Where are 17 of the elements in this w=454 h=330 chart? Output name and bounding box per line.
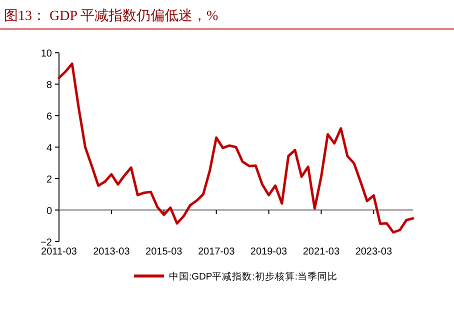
chart-title: 图13： GDP 平减指数仍偏低迷，% — [4, 8, 218, 24]
y-tick-label: −2 — [40, 238, 52, 248]
x-tick-label: 2015-03 — [146, 246, 183, 258]
x-tick-label: 2011-03 — [41, 246, 78, 258]
x-tick-label: 2021-03 — [302, 246, 340, 258]
y-tick-label: 2 — [46, 174, 52, 186]
y-tick-label: 8 — [46, 80, 52, 92]
y-tick-label: 10 — [40, 48, 52, 60]
x-tick-label: 2019-03 — [250, 246, 288, 258]
y-tick-label: 6 — [46, 112, 52, 123]
x-tick-label: 2023-03 — [355, 246, 392, 258]
line-series — [58, 62, 414, 234]
y-tick-label: 0 — [46, 206, 52, 218]
x-tick-label: 2017-03 — [198, 246, 236, 258]
y-tick-label: 4 — [46, 143, 52, 154]
legend-label: 中国:GDP平减指数:初步核算:当季同比 — [169, 270, 338, 282]
x-tick-label: 2013-03 — [93, 246, 130, 258]
